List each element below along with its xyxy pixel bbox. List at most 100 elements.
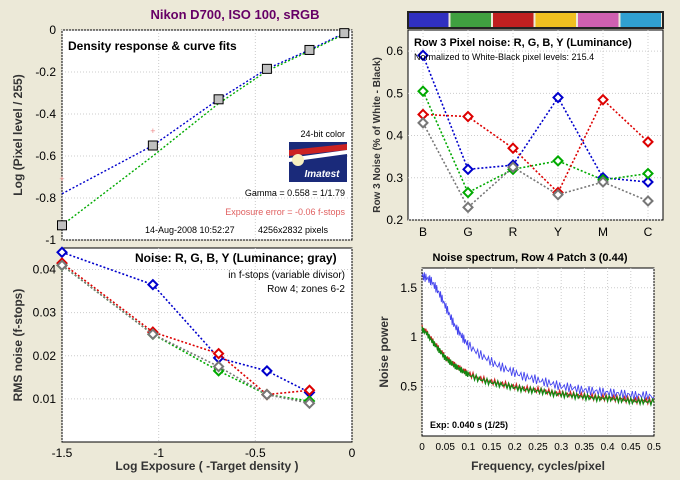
row3-point (597, 176, 609, 188)
badge-top-label: 24-bit color (300, 129, 345, 139)
spectrum-xtick-label: 0.5 (647, 442, 661, 453)
spectrum-ylabel: Noise power (377, 316, 391, 388)
spectrum-ytick-label: 1.5 (400, 281, 417, 295)
gamma-text: Gamma = 0.558 = 1/1.79 (245, 188, 345, 198)
noise-point (146, 278, 159, 291)
spectrum-xtick-label: 0.05 (435, 442, 455, 453)
row3-xtick-label: Y (554, 225, 562, 239)
datetime-text: 14-Aug-2008 10:52:27 (145, 225, 235, 235)
noise-note-1: in f-stops (variable divisor) (228, 270, 345, 281)
noise-point (56, 246, 68, 259)
row3-color-swatch (578, 12, 619, 28)
density-point (339, 28, 350, 39)
noise-point (303, 384, 316, 397)
density-point (213, 94, 224, 105)
spectrum-xtick-label: 0.35 (575, 442, 595, 453)
noise-series-line (61, 264, 310, 404)
row3-point (552, 91, 564, 104)
spectrum-series-line (421, 326, 655, 407)
spectrum-series-line (421, 272, 655, 401)
density-fit-lines (61, 32, 345, 226)
row3-xtick-label: B (419, 225, 427, 239)
density-panel: 0-0.2-0.4-0.6-0.8-1 ++ Density response … (11, 23, 353, 247)
density-fit-blue (61, 32, 345, 195)
row3-color-swatch (408, 12, 449, 28)
row3-color-swatch (620, 12, 661, 28)
density-red-point: + (150, 126, 155, 136)
row3-color-swatch (450, 12, 491, 28)
density-plot-area (61, 29, 353, 241)
density-point (304, 44, 315, 55)
density-ytick-label: -0.8 (35, 191, 56, 205)
row3-ytick-label: 0.2 (386, 213, 403, 227)
noise-point (261, 388, 273, 401)
row3-point (417, 85, 429, 98)
row3-series-line (422, 55, 649, 183)
noise-title: Noise: R, G, B, Y (Luminance; gray) (135, 251, 337, 265)
spectrum-xtick-label: 0.3 (554, 442, 568, 453)
noise-point (212, 360, 225, 373)
row3-point (417, 49, 429, 62)
density-ylabel: Log (Pixel level / 255) (11, 74, 25, 195)
row3-point (507, 142, 519, 155)
spectrum-xtick-label: 0.2 (508, 442, 522, 453)
row3-subtitle: Normalized to White-Black pixel levels: … (414, 52, 594, 62)
row3-xtick-label: R (509, 225, 518, 239)
noise-ytick-label: 0.01 (33, 392, 57, 406)
spectrum-grid (421, 268, 655, 436)
density-ytick-label: -1 (45, 233, 56, 247)
row3-ytick-label: 0.4 (386, 129, 403, 143)
row3-point (462, 186, 474, 199)
row3-color-bar (407, 11, 664, 29)
row3-point (417, 116, 429, 129)
row3-title: Row 3 Pixel noise: R, G, B, Y (Luminance… (414, 37, 632, 49)
noise-point (261, 364, 273, 377)
noise-fstops-panel: -1.5 -1 -0.5 0 0.04 0.03 0.02 0.01 Noise: R, G,… (11, 246, 356, 473)
row3-point (552, 154, 564, 167)
row3-point (642, 167, 654, 180)
row3-ytick-label: 0.5 (386, 86, 403, 100)
row3-point (552, 188, 564, 201)
imatest-logo-text: Imatest (304, 169, 340, 180)
noise-point (146, 328, 159, 341)
row3-point (507, 161, 519, 174)
density-ytick-label: -0.6 (35, 149, 56, 163)
row3-series (417, 49, 654, 214)
row3-ytick-label: 0.3 (386, 171, 403, 185)
row3-xtick-label: M (598, 225, 608, 239)
noise-point (303, 397, 316, 410)
logo-stripe-red (289, 144, 347, 156)
row3-point (642, 195, 654, 207)
spectrum-xtick-label: 0.25 (528, 442, 548, 453)
density-grid (61, 29, 353, 241)
exposure-error-text: Exposure error = -0.06 f-stops (225, 207, 345, 217)
noise-ytick-label: 0.02 (33, 349, 57, 363)
row3-color-swatch (493, 12, 534, 28)
row3-xtick-label: G (463, 225, 472, 239)
row3-grid (408, 30, 663, 221)
density-title: Density response & curve fits (68, 39, 237, 53)
row3-plot-area (407, 29, 664, 221)
density-ytick-label: 0 (49, 23, 56, 37)
logo-sun-icon (292, 154, 304, 166)
row3-point (642, 135, 654, 148)
spectrum-xtick-label: 0.4 (601, 442, 615, 453)
row3-noise-panel: B G R Y M C 0.6 0.5 0.4 0.3 0.2 Row 3 Pixel noise:… (372, 11, 664, 239)
spectrum-title: Noise spectrum, Row 4 Patch 3 (0.44) (432, 252, 627, 264)
noise-xtick-label: -1.5 (52, 446, 73, 460)
spectrum-xtick-label: 0.1 (461, 442, 475, 453)
pixels-text: 4256x2832 pixels (258, 225, 329, 235)
density-red-point: + (59, 174, 64, 184)
noise-ytick-label: 0.03 (33, 306, 57, 320)
noise-xtick-label: -1 (153, 446, 164, 460)
density-point (57, 220, 67, 231)
density-point (261, 63, 272, 74)
row3-point (597, 93, 609, 106)
spectrum-xtick-label: 0 (419, 442, 425, 453)
noise-note-2: Row 4; zones 6-2 (267, 284, 345, 295)
row3-color-bar-frame (407, 11, 664, 29)
spectrum-xtick-label: 0.15 (482, 442, 502, 453)
row3-ytick-label: 0.6 (386, 44, 403, 58)
density-point (147, 140, 158, 151)
